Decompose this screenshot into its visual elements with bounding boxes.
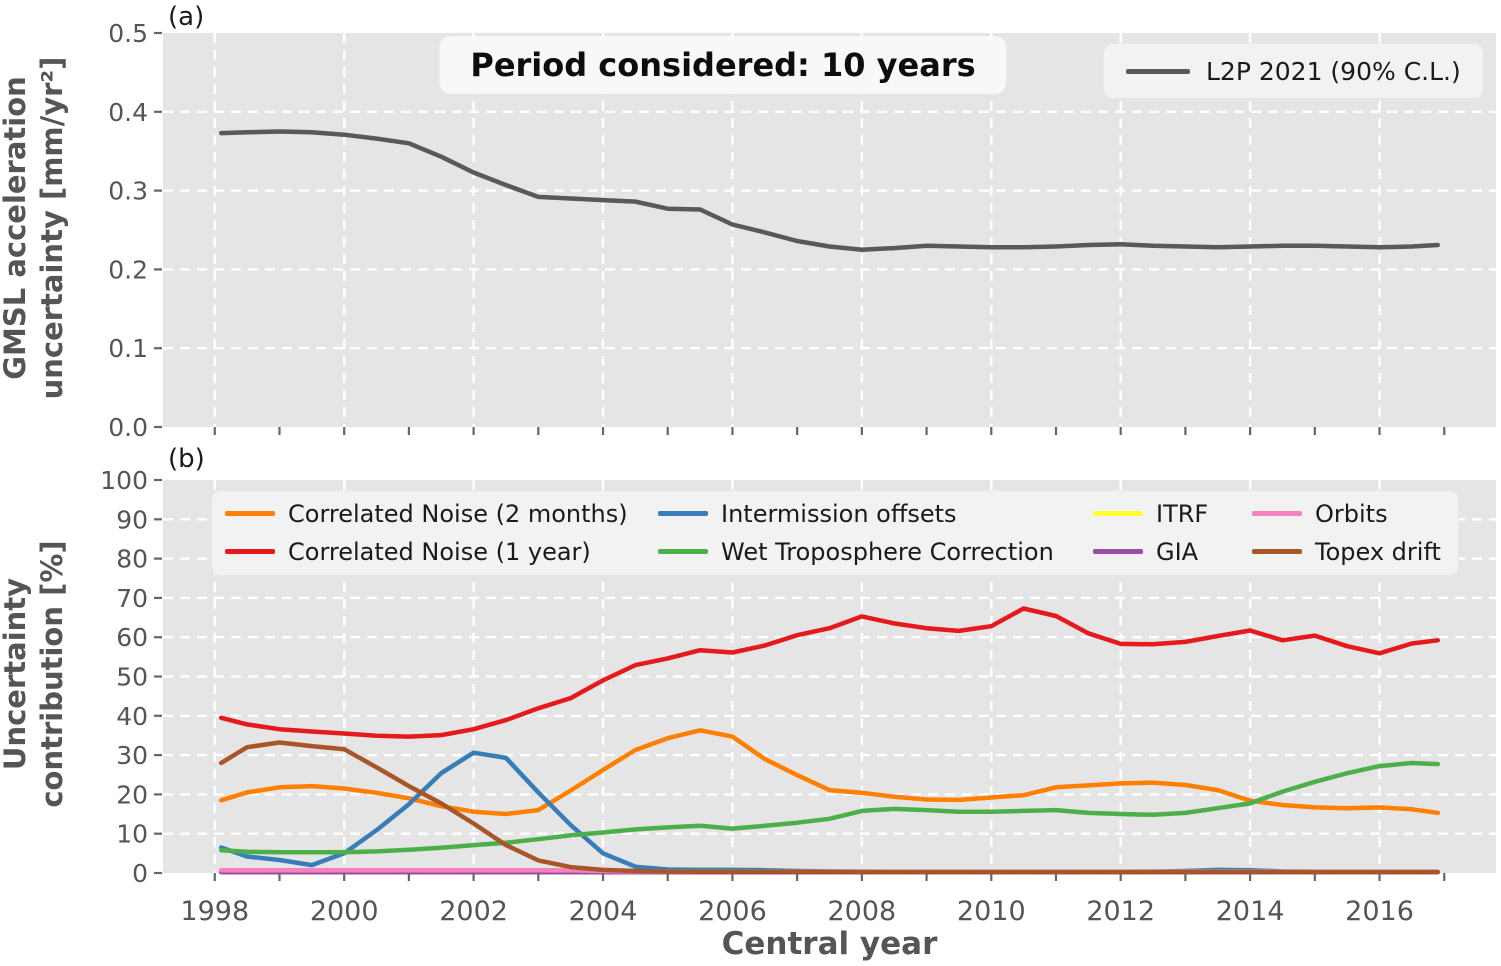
panel-b-y-axis-label: Uncertainty contribution [%] <box>0 540 69 808</box>
chart-title: Period considered: 10 years <box>440 37 1006 93</box>
y-tick-label: 0.1 <box>108 334 148 363</box>
legend-swatch <box>225 549 275 554</box>
y-tick-label: 20 <box>116 780 148 809</box>
legend-label: Wet Troposphere Correction <box>721 538 1054 566</box>
legend-label: Correlated Noise (1 year) <box>288 538 591 566</box>
legend-swatch <box>1093 549 1143 554</box>
y-tick-label: 60 <box>116 623 148 652</box>
y-tick-label: 70 <box>116 584 148 613</box>
x-tick-label: 2016 <box>1345 896 1414 927</box>
y-tick-label: 0.0 <box>108 413 148 442</box>
panel-a-label: (a) <box>168 2 205 32</box>
y-tick-label: 80 <box>116 545 148 574</box>
y-tick-label: 0 <box>132 859 148 888</box>
series-line-topex-drift <box>218 740 1441 875</box>
x-tick-label: 2000 <box>310 896 379 927</box>
y-tick-label: 0.5 <box>108 19 148 48</box>
legend-label: L2P 2021 (90% C.L.) <box>1206 56 1461 86</box>
legend-panel-a: L2P 2021 (90% C.L.) <box>1104 44 1483 98</box>
legend-label: Topex drift <box>1315 538 1441 566</box>
y-tick-label: 90 <box>116 505 148 534</box>
x-tick-label: 2006 <box>698 896 767 927</box>
legend-panel-b: Correlated Noise (2 months) Correlated No… <box>212 491 1458 575</box>
legend-label: Correlated Noise (2 months) <box>288 500 628 528</box>
panel-b-label: (b) <box>168 444 205 474</box>
legend-swatch <box>225 511 275 516</box>
y-tick-label: 0.3 <box>108 177 148 206</box>
series-line-l2p-2021-90-c-l- <box>218 129 1441 252</box>
panel-a-y-axis-label: GMSL acceleration uncertainty [mm/yr²] <box>0 56 69 400</box>
legend-swatch <box>1252 511 1302 516</box>
y-tick-label: 40 <box>116 702 148 731</box>
y-tick-label: 0.4 <box>108 98 148 127</box>
x-tick-label: 2002 <box>439 896 508 927</box>
x-tick-label: 2010 <box>957 896 1026 927</box>
legend-swatch <box>658 511 708 516</box>
y-tick-label: 10 <box>116 820 148 849</box>
legend-label: GIA <box>1156 538 1199 566</box>
y-tick-label: 100 <box>100 466 148 495</box>
x-tick-label: 2012 <box>1086 896 1155 927</box>
x-tick-label: 2014 <box>1216 896 1285 927</box>
y-tick-label: 0.2 <box>108 255 148 284</box>
legend-label: Intermission offsets <box>721 500 957 528</box>
series-line-wet-troposphere-correction <box>218 760 1441 855</box>
y-tick-label: 30 <box>116 741 148 770</box>
series-line-correlated-noise-1-year- <box>218 606 1441 739</box>
legend-swatch <box>1252 549 1302 554</box>
x-axis-label: Central year <box>721 926 938 962</box>
legend-swatch <box>658 549 708 554</box>
legend-swatch <box>1093 511 1143 516</box>
plot-background <box>163 33 1496 427</box>
series-line-correlated-noise-2-months- <box>218 728 1441 817</box>
legend-swatch <box>1126 68 1190 74</box>
x-tick-label: 2008 <box>827 896 896 927</box>
x-tick-label: 2004 <box>569 896 638 927</box>
legend-label: ITRF <box>1156 500 1209 528</box>
legend-label: Orbits <box>1315 500 1388 528</box>
y-tick-label: 50 <box>116 663 148 692</box>
x-tick-label: 1998 <box>180 896 249 927</box>
